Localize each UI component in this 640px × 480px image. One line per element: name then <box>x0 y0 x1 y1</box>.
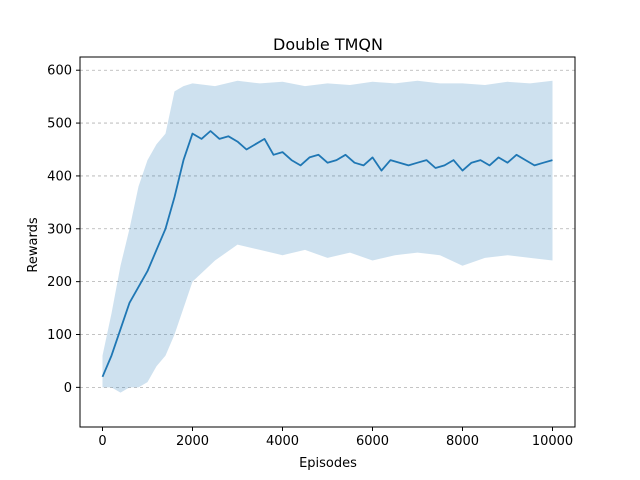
y-tick-label: 500 <box>47 117 72 132</box>
line-layer <box>101 130 553 378</box>
reward-band <box>102 80 553 393</box>
axes-layer <box>79 56 576 428</box>
y-tick-label: 0 <box>64 381 72 396</box>
ticks-layer: 0 2000 4000 6000 8000 10000 0 100 200 300 400 500 60… <box>47 64 573 449</box>
band-layer <box>102 80 553 393</box>
grid-layer <box>80 69 575 388</box>
x-tick-label: 10000 <box>532 434 573 449</box>
x-tick-label: 8000 <box>446 434 479 449</box>
chart-title: Double TMQN <box>273 35 383 54</box>
x-tick-label: 4000 <box>266 434 299 449</box>
y-tick-label: 300 <box>47 222 72 237</box>
y-tick-label: 600 <box>47 64 72 79</box>
x-tick-label: 2000 <box>176 434 209 449</box>
y-axis-label: Rewards <box>26 217 41 272</box>
x-tick-label: 0 <box>98 434 106 449</box>
y-tick-label: 100 <box>47 328 72 343</box>
x-axis-label: Episodes <box>299 456 357 471</box>
x-tick-label: 6000 <box>356 434 389 449</box>
reward-line <box>101 130 553 378</box>
plot-frame <box>79 56 576 428</box>
y-tick-label: 200 <box>47 275 72 290</box>
y-tick-label: 400 <box>47 169 72 184</box>
